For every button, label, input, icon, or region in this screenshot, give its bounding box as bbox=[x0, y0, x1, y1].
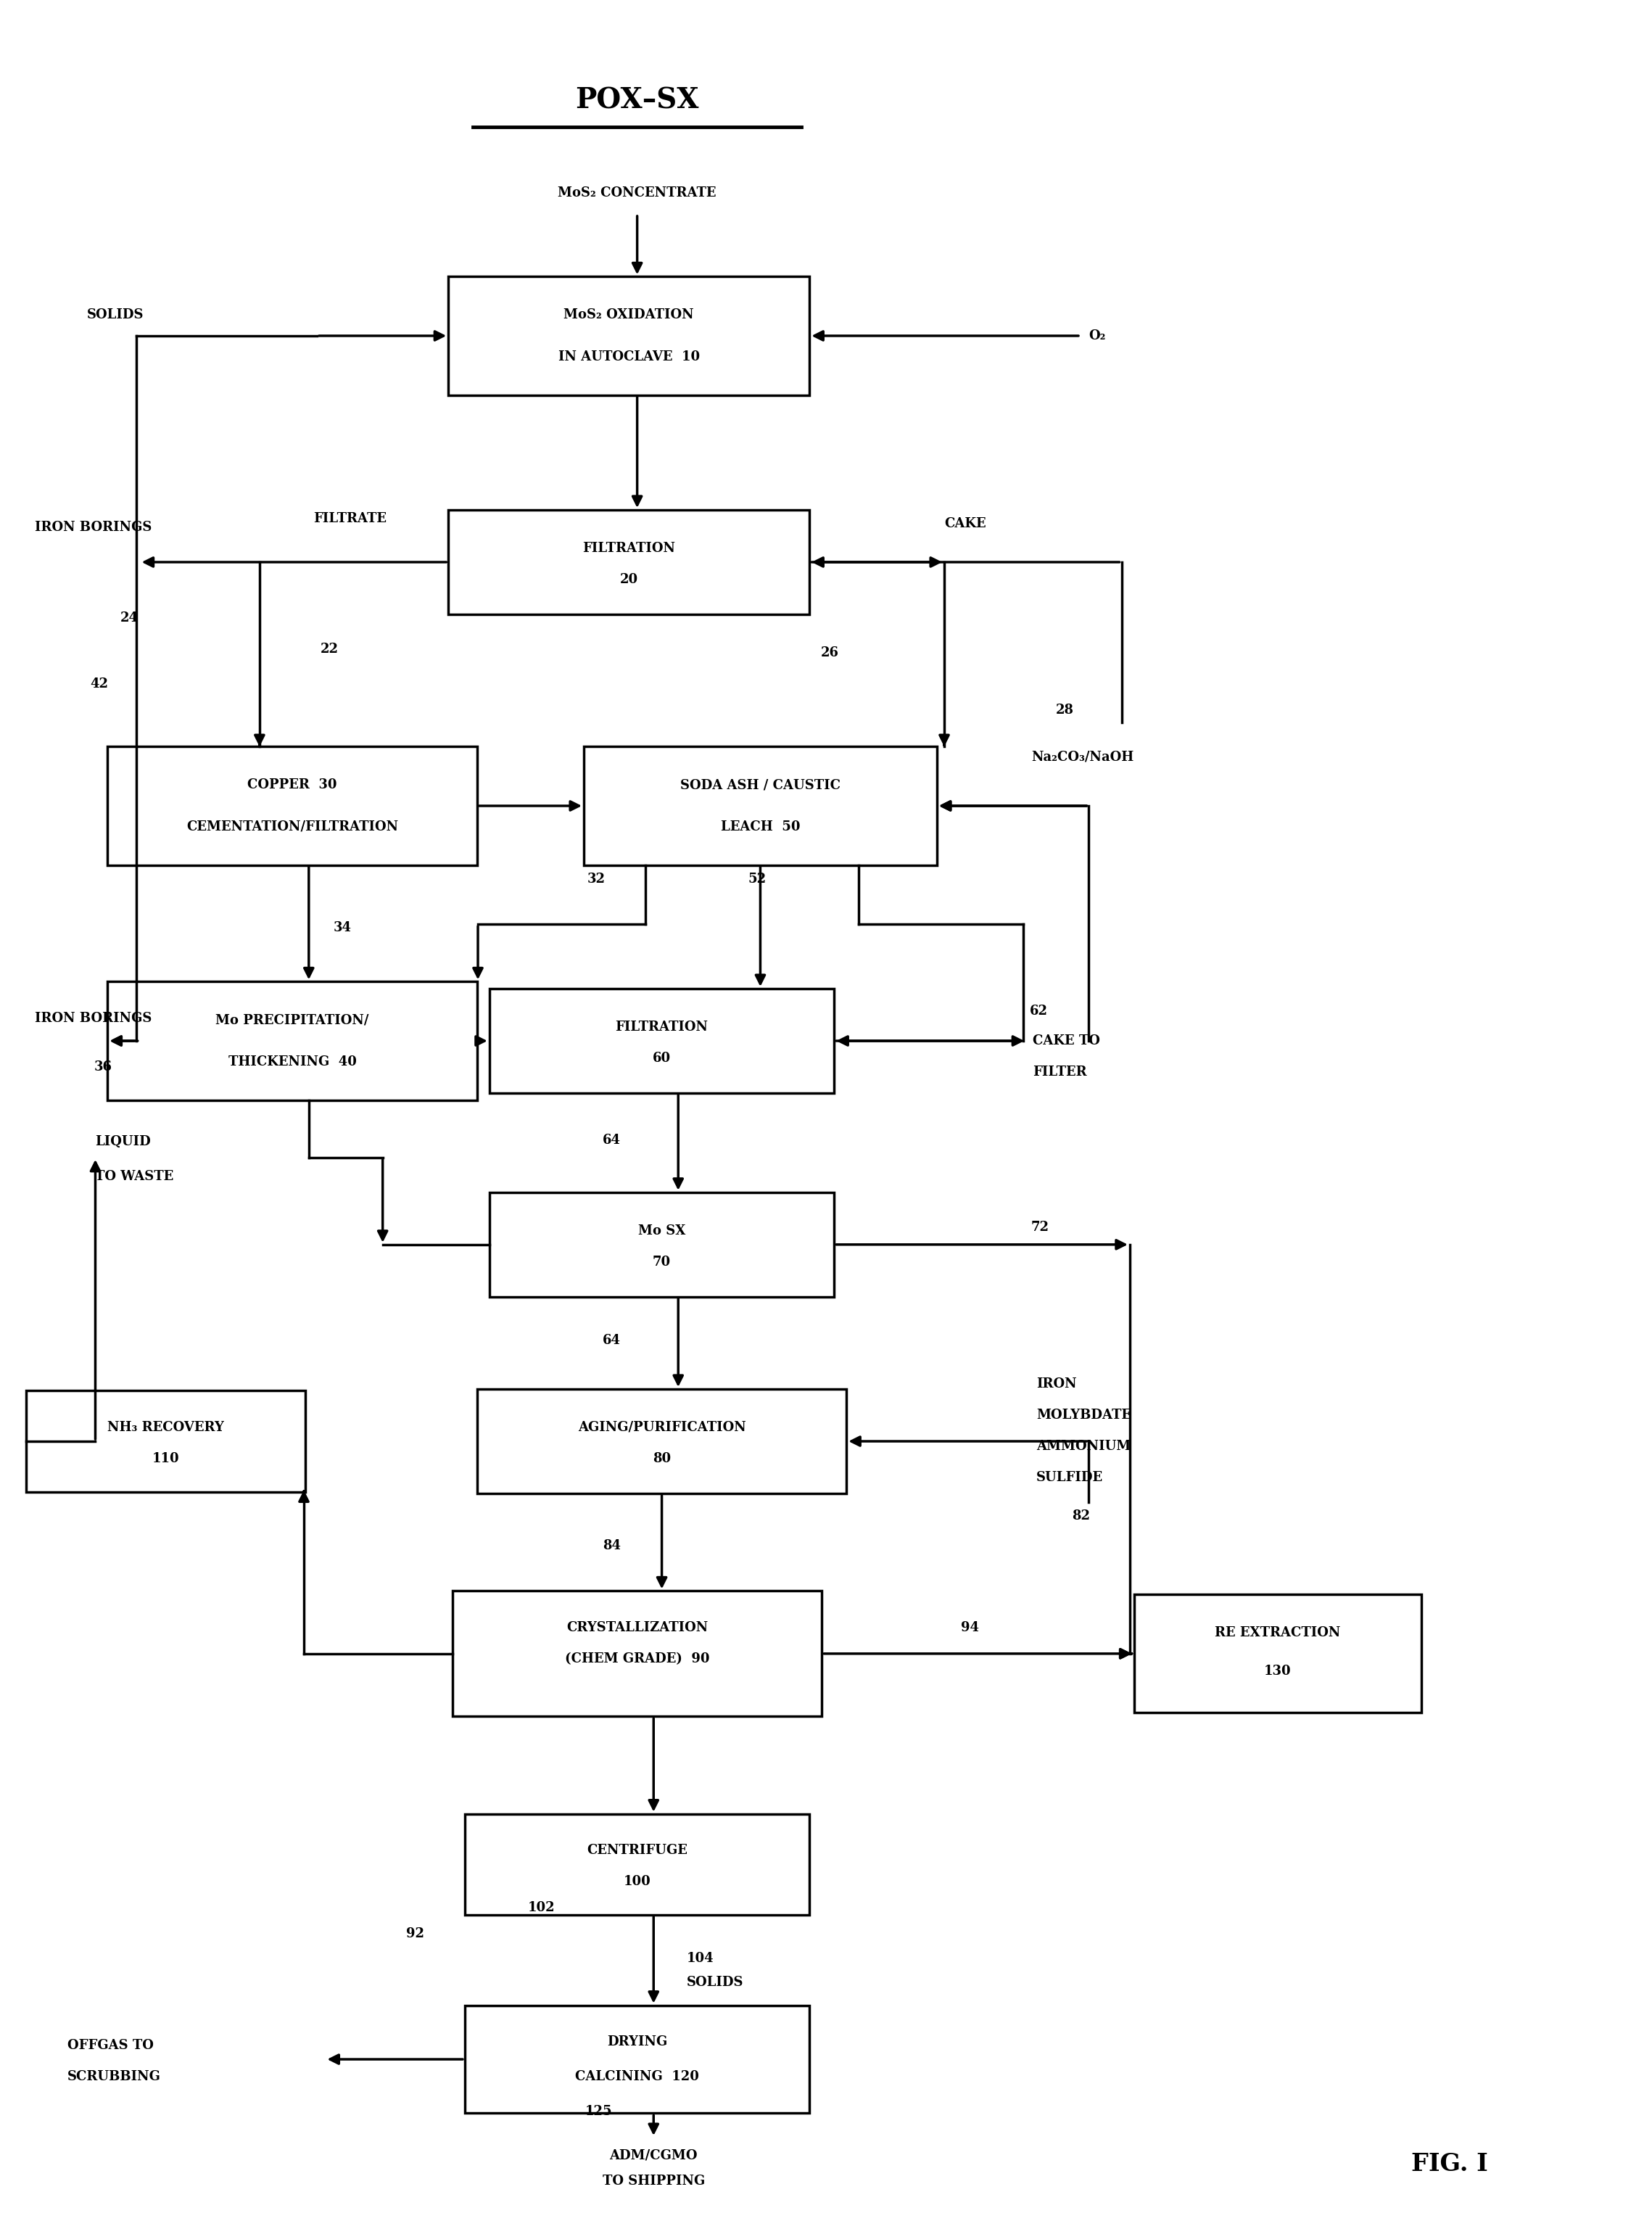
Text: 60: 60 bbox=[653, 1053, 671, 1064]
Text: 82: 82 bbox=[1072, 1510, 1090, 1524]
Bar bbox=[464, 1815, 809, 1915]
Text: SOLIDS: SOLIDS bbox=[687, 1977, 743, 1990]
Bar bbox=[448, 278, 809, 395]
Text: SULFIDE: SULFIDE bbox=[1036, 1470, 1104, 1484]
Text: Na₂CO₃/NaOH: Na₂CO₃/NaOH bbox=[1031, 751, 1133, 764]
Text: DRYING: DRYING bbox=[606, 2034, 667, 2048]
Text: 84: 84 bbox=[603, 1539, 621, 1552]
Text: FIG. I: FIG. I bbox=[1411, 2152, 1488, 2177]
Text: Mo PRECIPITATION/: Mo PRECIPITATION/ bbox=[216, 1013, 368, 1026]
Text: RE EXTRACTION: RE EXTRACTION bbox=[1214, 1626, 1340, 1639]
Text: MOLYBDATE: MOLYBDATE bbox=[1036, 1408, 1132, 1421]
Bar bbox=[107, 982, 477, 1099]
Text: 62: 62 bbox=[1029, 1004, 1047, 1017]
Text: MoS₂ CONCENTRATE: MoS₂ CONCENTRATE bbox=[558, 187, 717, 200]
Text: OFFGAS TO: OFFGAS TO bbox=[68, 2039, 154, 2052]
Text: Mo SX: Mo SX bbox=[638, 1224, 686, 1237]
Text: 24: 24 bbox=[121, 611, 139, 624]
Text: 130: 130 bbox=[1264, 1664, 1292, 1677]
Text: SODA ASH / CAUSTIC: SODA ASH / CAUSTIC bbox=[681, 777, 841, 791]
Text: 72: 72 bbox=[1031, 1222, 1049, 1233]
Bar bbox=[583, 746, 937, 864]
Text: 34: 34 bbox=[334, 922, 352, 935]
Text: CRYSTALLIZATION: CRYSTALLIZATION bbox=[567, 1621, 709, 1635]
Text: 28: 28 bbox=[1056, 704, 1074, 717]
Text: SOLIDS: SOLIDS bbox=[88, 309, 144, 322]
Text: THICKENING  40: THICKENING 40 bbox=[228, 1055, 357, 1068]
Text: LEACH  50: LEACH 50 bbox=[720, 820, 800, 833]
Text: COPPER  30: COPPER 30 bbox=[248, 777, 337, 791]
Text: CAKE: CAKE bbox=[945, 517, 986, 531]
Text: AMMONIUM: AMMONIUM bbox=[1036, 1439, 1130, 1453]
Text: MoS₂ OXIDATION: MoS₂ OXIDATION bbox=[563, 309, 694, 322]
Text: CAKE TO: CAKE TO bbox=[1032, 1035, 1100, 1048]
Text: IRON BORINGS: IRON BORINGS bbox=[35, 520, 152, 533]
Bar bbox=[448, 511, 809, 615]
Text: ADM/CGMO: ADM/CGMO bbox=[610, 2148, 697, 2161]
Text: CENTRIFUGE: CENTRIFUGE bbox=[586, 1843, 687, 1857]
Text: LIQUID: LIQUID bbox=[96, 1135, 150, 1148]
Text: SCRUBBING: SCRUBBING bbox=[68, 2070, 160, 2083]
Text: IRON: IRON bbox=[1036, 1377, 1077, 1390]
Bar bbox=[26, 1390, 306, 1493]
Bar bbox=[107, 746, 477, 864]
Text: FILTRATION: FILTRATION bbox=[616, 1019, 709, 1033]
Bar bbox=[464, 2006, 809, 2112]
Bar bbox=[477, 1388, 846, 1493]
Text: 20: 20 bbox=[620, 573, 638, 586]
Text: 36: 36 bbox=[94, 1059, 112, 1073]
Text: CALCINING  120: CALCINING 120 bbox=[575, 2070, 699, 2083]
Text: AGING/PURIFICATION: AGING/PURIFICATION bbox=[578, 1421, 745, 1435]
Text: 64: 64 bbox=[603, 1335, 621, 1346]
Text: TO WASTE: TO WASTE bbox=[96, 1170, 173, 1184]
Text: 26: 26 bbox=[821, 646, 839, 660]
Text: POX–SX: POX–SX bbox=[575, 87, 699, 115]
Text: 100: 100 bbox=[623, 1875, 651, 1888]
Text: 110: 110 bbox=[152, 1453, 180, 1466]
Text: 104: 104 bbox=[687, 1952, 714, 1966]
Text: CEMENTATION/FILTRATION: CEMENTATION/FILTRATION bbox=[187, 820, 398, 833]
Bar bbox=[453, 1590, 823, 1717]
Text: (CHEM GRADE)  90: (CHEM GRADE) 90 bbox=[565, 1652, 709, 1666]
Text: 22: 22 bbox=[320, 642, 339, 655]
Text: 92: 92 bbox=[406, 1928, 425, 1941]
Text: FILTRATE: FILTRATE bbox=[314, 513, 387, 524]
Text: 102: 102 bbox=[527, 1901, 555, 1915]
Text: IRON BORINGS: IRON BORINGS bbox=[35, 1013, 152, 1024]
Text: FILTRATION: FILTRATION bbox=[583, 542, 676, 555]
Text: NH₃ RECOVERY: NH₃ RECOVERY bbox=[107, 1421, 225, 1435]
Bar bbox=[489, 988, 834, 1093]
Text: 64: 64 bbox=[603, 1133, 621, 1146]
Text: IN AUTOCLAVE  10: IN AUTOCLAVE 10 bbox=[558, 351, 700, 364]
Bar bbox=[1133, 1595, 1421, 1712]
Bar bbox=[489, 1193, 834, 1297]
Text: 42: 42 bbox=[91, 677, 109, 691]
Text: 94: 94 bbox=[961, 1621, 978, 1635]
Text: O₂: O₂ bbox=[1089, 329, 1105, 342]
Text: FILTER: FILTER bbox=[1032, 1066, 1087, 1079]
Text: 80: 80 bbox=[653, 1453, 671, 1466]
Text: 125: 125 bbox=[585, 2106, 613, 2119]
Text: TO SHIPPING: TO SHIPPING bbox=[603, 2174, 705, 2188]
Text: 32: 32 bbox=[586, 873, 605, 886]
Text: 70: 70 bbox=[653, 1255, 671, 1268]
Text: 52: 52 bbox=[748, 873, 767, 886]
